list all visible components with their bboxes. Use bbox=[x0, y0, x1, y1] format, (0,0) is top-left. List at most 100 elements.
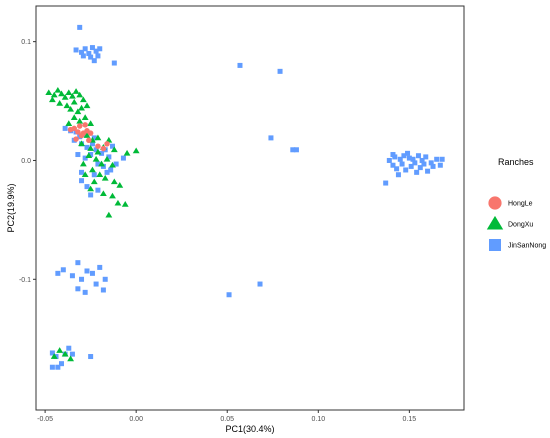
data-point bbox=[82, 289, 88, 295]
data-point bbox=[110, 178, 118, 185]
data-point bbox=[116, 182, 124, 188]
data-point bbox=[65, 120, 73, 126]
data-point bbox=[111, 60, 117, 66]
data-point bbox=[66, 345, 72, 351]
data-point bbox=[110, 146, 118, 153]
data-point bbox=[113, 161, 119, 167]
y-tick-label: -0.1 bbox=[19, 277, 31, 284]
data-point bbox=[84, 144, 90, 150]
data-point bbox=[71, 125, 77, 132]
x-tick-label: 0.05 bbox=[220, 416, 234, 423]
data-point bbox=[76, 117, 84, 124]
data-point bbox=[58, 90, 65, 97]
data-point bbox=[88, 54, 94, 60]
series-hongle bbox=[67, 122, 110, 152]
data-point bbox=[78, 132, 85, 139]
data-point bbox=[412, 160, 418, 166]
data-point bbox=[405, 150, 411, 156]
x-tick-label: 0.00 bbox=[129, 416, 143, 423]
y-tick-label: 0.1 bbox=[21, 39, 31, 46]
data-point bbox=[93, 281, 99, 287]
data-point bbox=[97, 46, 103, 52]
data-point bbox=[390, 162, 396, 168]
data-point bbox=[100, 163, 106, 169]
data-point bbox=[49, 350, 55, 356]
data-point bbox=[78, 104, 85, 111]
data-point bbox=[421, 161, 427, 167]
data-point bbox=[88, 152, 94, 158]
data-point bbox=[94, 148, 102, 155]
data-point bbox=[86, 51, 92, 57]
data-point bbox=[437, 162, 443, 168]
data-point bbox=[114, 199, 122, 206]
data-point bbox=[49, 364, 55, 370]
data-point bbox=[74, 108, 82, 115]
data-point bbox=[60, 267, 66, 273]
data-point bbox=[104, 169, 110, 175]
data-point bbox=[87, 145, 95, 151]
data-point bbox=[84, 184, 90, 190]
data-point bbox=[76, 123, 83, 129]
data-point bbox=[85, 152, 93, 159]
data-point bbox=[109, 161, 116, 168]
data-point bbox=[101, 174, 109, 181]
data-point bbox=[95, 161, 101, 167]
data-point bbox=[395, 172, 401, 178]
data-point bbox=[61, 94, 69, 100]
data-point bbox=[226, 292, 232, 298]
legend-square-marker bbox=[489, 239, 501, 251]
data-point bbox=[55, 270, 61, 276]
data-point bbox=[77, 24, 83, 30]
legend-title: Ranches bbox=[498, 157, 534, 167]
data-point bbox=[79, 96, 87, 103]
legend-item-jinsannong: JinSanNong bbox=[489, 239, 546, 251]
data-point bbox=[48, 96, 56, 103]
data-point bbox=[100, 145, 107, 152]
data-point bbox=[75, 286, 81, 292]
data-point bbox=[89, 141, 95, 147]
data-point bbox=[75, 152, 81, 158]
data-point bbox=[65, 89, 73, 96]
data-point bbox=[100, 287, 106, 293]
data-point bbox=[102, 276, 108, 282]
data-point bbox=[82, 155, 88, 161]
data-point bbox=[62, 125, 68, 131]
data-point bbox=[293, 147, 299, 153]
data-point bbox=[72, 88, 80, 94]
data-point bbox=[73, 136, 79, 142]
data-point bbox=[383, 180, 389, 186]
data-point bbox=[121, 201, 129, 207]
data-point bbox=[58, 361, 64, 367]
data-point bbox=[425, 168, 431, 174]
data-point bbox=[69, 351, 75, 357]
data-point bbox=[79, 169, 85, 175]
data-point bbox=[414, 169, 420, 175]
data-point bbox=[386, 157, 392, 163]
data-point bbox=[94, 134, 102, 141]
data-point bbox=[83, 132, 91, 138]
data-point bbox=[75, 260, 81, 266]
data-point bbox=[95, 53, 101, 59]
data-point bbox=[397, 156, 403, 162]
x-tick-label: 0.10 bbox=[311, 416, 325, 423]
data-point bbox=[434, 156, 440, 162]
data-point bbox=[45, 89, 53, 96]
data-point bbox=[56, 100, 64, 106]
data-point bbox=[54, 86, 62, 93]
data-point bbox=[290, 147, 296, 153]
data-point bbox=[92, 155, 100, 162]
legend-item-hongle: HongLe bbox=[488, 196, 533, 210]
data-point bbox=[89, 270, 95, 276]
data-point bbox=[93, 48, 99, 54]
data-point bbox=[406, 155, 412, 161]
data-point bbox=[88, 192, 94, 198]
data-point bbox=[87, 185, 95, 192]
legend-label: DongXu bbox=[508, 222, 533, 229]
data-point bbox=[87, 130, 94, 136]
data-point bbox=[81, 171, 89, 178]
data-point bbox=[419, 157, 425, 163]
data-point bbox=[89, 166, 96, 173]
data-point bbox=[105, 211, 113, 218]
data-point bbox=[89, 45, 95, 51]
